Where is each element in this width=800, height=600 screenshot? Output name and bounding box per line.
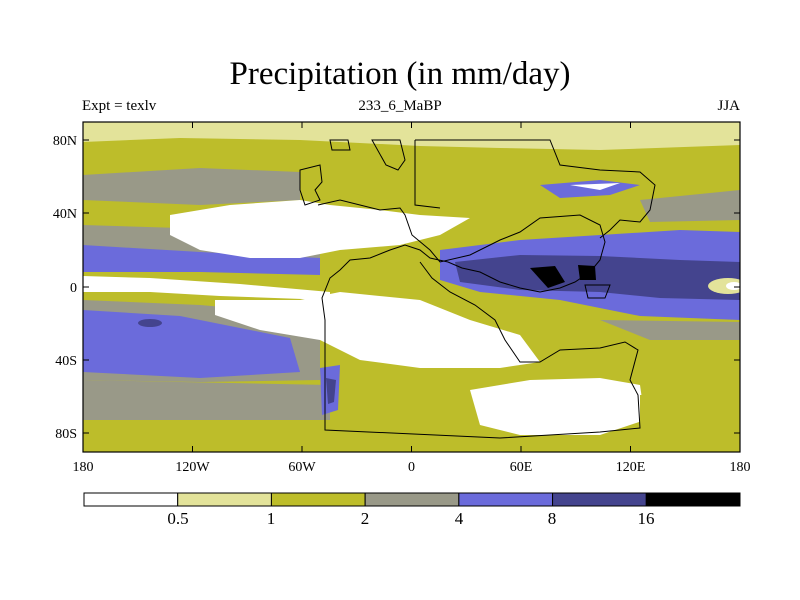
colorbar-label: 8 (548, 509, 557, 528)
colorbar-box (364, 492, 460, 507)
monsoon-max-2 (578, 265, 596, 280)
x-tick-label: 180 (73, 460, 94, 475)
north-light-band (83, 122, 740, 150)
x-axis-ticks (82, 122, 741, 452)
south-dark-spot (138, 319, 162, 327)
south-subtropical-dry (215, 292, 540, 368)
southeast-olive (640, 395, 740, 452)
southeast-dry (470, 378, 645, 435)
colorbar-label: 4 (455, 509, 464, 528)
x-tick-label: 60E (510, 460, 533, 475)
southern-olive (83, 425, 330, 452)
y-axis-ticks (83, 139, 740, 434)
outline-island-se (584, 284, 611, 299)
run-label: 233_6_MaBP (358, 98, 442, 114)
y-axis-labels: 80N 40N 0 40S 80S (53, 134, 77, 442)
y-tick-label: 80N (53, 134, 77, 149)
southern-grey-band (83, 380, 330, 420)
x-tick-label: 180 (730, 460, 751, 475)
x-tick-label: 0 (408, 460, 415, 475)
pacific-light-blob (708, 278, 740, 294)
x-tick-label: 60W (288, 460, 316, 475)
south-pacific-blue (83, 310, 300, 378)
outline-north-west-edge (414, 140, 441, 209)
season-label: JJA (717, 98, 740, 114)
continent-outlines (299, 139, 656, 439)
x-axis-labels: 180 120W 60W 0 60E 120E 180 (73, 460, 751, 475)
outline-main-landmass (317, 199, 641, 439)
colorbar-box (645, 492, 741, 507)
y-tick-label: 0 (70, 281, 77, 296)
monsoon-max-1 (530, 266, 565, 288)
experiment-label: Expt = texlv (82, 98, 157, 114)
north-subtropical-dry (170, 200, 470, 258)
colorbar-label: 2 (361, 509, 370, 528)
colorbar-box (552, 492, 647, 507)
outline-small-isle-1 (329, 139, 351, 151)
x-tick-label: 120E (616, 460, 646, 475)
colorbar-label: 1 (267, 509, 276, 528)
colorbar-label: 16 (638, 509, 655, 528)
eurasia-white-patch (570, 183, 620, 190)
south-coast-dark (326, 378, 336, 404)
equatorial-white-band (83, 276, 330, 300)
pacific-white-blob (726, 282, 740, 290)
y-tick-label: 40S (55, 354, 77, 369)
colorbar-box (177, 492, 272, 507)
north-east-grey (640, 190, 740, 222)
colorbar-labels: 0.5 1 2 4 8 16 (167, 509, 654, 528)
north-pacific-grey (83, 168, 300, 205)
colorbar-box (83, 492, 179, 507)
y-tick-label: 80S (55, 427, 77, 442)
precipitation-field (83, 122, 740, 452)
colorbar (83, 492, 741, 507)
y-tick-label: 40N (53, 207, 77, 222)
outline-small-isle-2 (371, 139, 406, 171)
plot-title: Precipitation (in mm/day) (229, 56, 571, 92)
colorbar-box (458, 492, 554, 507)
colorbar-box (270, 492, 366, 507)
east-grey-band (600, 320, 740, 340)
tropical-blue-north (83, 245, 320, 275)
outline-north-landmass (415, 139, 656, 239)
outline-north-island (299, 164, 323, 206)
colorbar-label: 0.5 (167, 509, 188, 528)
x-tick-label: 120W (175, 460, 210, 475)
